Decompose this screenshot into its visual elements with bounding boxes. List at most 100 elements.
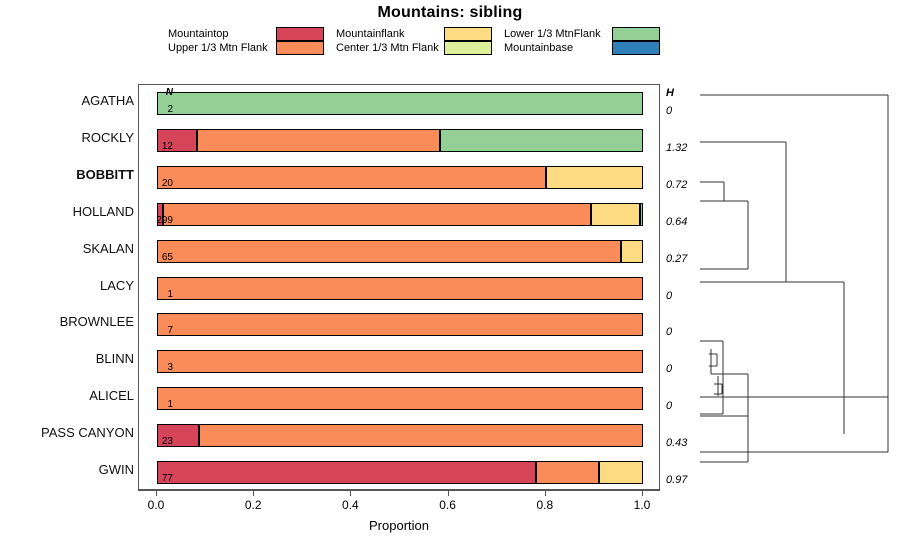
legend-color-swatch [444, 41, 492, 55]
bar-row[interactable] [139, 202, 659, 226]
bar-row[interactable] [139, 350, 659, 374]
bar-row[interactable] [139, 424, 659, 448]
legend-item-label: Upper 1/3 Mtn Flank [168, 42, 268, 54]
bar-track [157, 387, 643, 411]
h-value: 0.27 [666, 252, 688, 265]
bar-segment[interactable] [598, 461, 643, 485]
bar-segment[interactable] [157, 202, 164, 226]
bar-segment[interactable] [163, 202, 591, 226]
h-value: 0.43 [666, 437, 688, 450]
n-value: 7 [167, 325, 173, 337]
legend-item-label: Mountaintop [168, 28, 229, 40]
x-tick-label: 1.0 [633, 498, 651, 512]
bar-track [157, 424, 643, 448]
x-tick [253, 490, 255, 496]
x-tick-label: 0.0 [147, 498, 165, 512]
row-label[interactable]: PASS CANYON [41, 425, 134, 441]
dendrogram [676, 84, 898, 490]
row-label[interactable]: BOBBITT [76, 166, 134, 182]
bar-segment[interactable] [199, 424, 643, 448]
bar-segment[interactable] [157, 165, 546, 189]
bar-track [157, 350, 643, 374]
x-tick-label: 0.8 [536, 498, 554, 512]
plot-panel [138, 84, 660, 490]
x-tick [350, 490, 352, 496]
x-axis: 0.0 0.2 0.4 0.6 0.8 1.0 Proportion [138, 490, 660, 540]
row-label[interactable]: LACY [100, 277, 134, 293]
bar-track [157, 313, 643, 337]
bar-segment[interactable] [197, 128, 441, 152]
n-value: 2 [167, 103, 173, 115]
h-value: 0.72 [666, 178, 688, 191]
h-value: 0 [666, 400, 673, 413]
bar-track [157, 276, 643, 300]
n-value: 77 [161, 473, 173, 485]
bar-segment[interactable] [157, 276, 643, 300]
n-value: 20 [161, 177, 173, 189]
h-value: 0 [666, 363, 673, 376]
h-value: 0 [666, 104, 673, 117]
n-column-header: N [165, 87, 173, 98]
x-tick [156, 490, 157, 496]
h-value: 1.32 [666, 141, 688, 154]
row-label[interactable]: BLINN [95, 351, 134, 367]
bar-segment[interactable] [590, 202, 640, 226]
n-value: 1 [167, 399, 173, 411]
x-tick [447, 490, 449, 496]
legend: Mountaintop Upper 1/3 Mtn Flank Mountainfl… [168, 27, 668, 59]
bar-track [157, 239, 643, 263]
bar-segment[interactable] [620, 239, 643, 263]
bar-track [157, 128, 643, 152]
x-tick [544, 490, 546, 496]
bars-container [139, 85, 659, 489]
bar-segment[interactable] [157, 387, 643, 411]
legend-item-label: Mountainbase [504, 42, 574, 54]
bar-segment[interactable] [535, 461, 599, 485]
row-label[interactable]: ALICEL [89, 388, 134, 404]
bar-segment[interactable] [157, 350, 643, 374]
n-value: 1 [167, 288, 173, 300]
legend-item-label: Mountainflank [336, 28, 405, 40]
bar-row[interactable] [139, 461, 659, 485]
n-value: 23 [161, 436, 173, 448]
legend-item-label: Lower 1/3 MtnFlank [504, 28, 601, 40]
bar-segment[interactable] [157, 424, 200, 448]
bar-row[interactable] [139, 165, 659, 189]
legend-color-swatch [612, 41, 660, 55]
bar-segment[interactable] [157, 128, 198, 152]
bar-row[interactable] [139, 276, 659, 300]
row-label[interactable]: BROWNLEE [59, 314, 134, 330]
bar-segment[interactable] [545, 165, 643, 189]
page-title: Mountains: sibling [377, 4, 523, 21]
bar-segment[interactable] [157, 91, 643, 115]
x-axis-line [138, 490, 660, 491]
x-tick-label: 0.6 [439, 498, 456, 512]
x-tick-label: 0.2 [244, 498, 262, 512]
h-value: 0 [666, 326, 673, 339]
bar-segment[interactable] [157, 239, 621, 263]
row-label[interactable]: GWIN [98, 462, 134, 478]
legend-color-swatch [276, 27, 324, 41]
bar-track [157, 165, 643, 189]
bar-row[interactable] [139, 91, 659, 115]
row-label[interactable]: ROCKLY [81, 129, 135, 145]
bar-segment[interactable] [440, 128, 643, 152]
bar-row[interactable] [139, 387, 659, 411]
bar-segment[interactable] [639, 202, 643, 226]
x-axis-title: Proportion [369, 518, 429, 533]
bar-track [157, 202, 643, 226]
h-value: 0 [666, 289, 673, 302]
bar-row[interactable] [139, 239, 659, 263]
row-label[interactable]: SKALAN [82, 240, 134, 256]
n-value: 299 [156, 214, 173, 226]
bar-row[interactable] [139, 128, 659, 152]
n-value: 3 [167, 362, 173, 374]
bar-segment[interactable] [157, 461, 536, 485]
row-label[interactable]: AGATHA [81, 92, 135, 108]
x-tick-label: 0.4 [342, 498, 359, 512]
h-column-header: H [666, 87, 674, 99]
bar-segment[interactable] [157, 313, 643, 337]
bar-row[interactable] [139, 313, 659, 337]
h-value: 0.64 [666, 215, 688, 228]
row-label[interactable]: HOLLAND [72, 203, 134, 219]
